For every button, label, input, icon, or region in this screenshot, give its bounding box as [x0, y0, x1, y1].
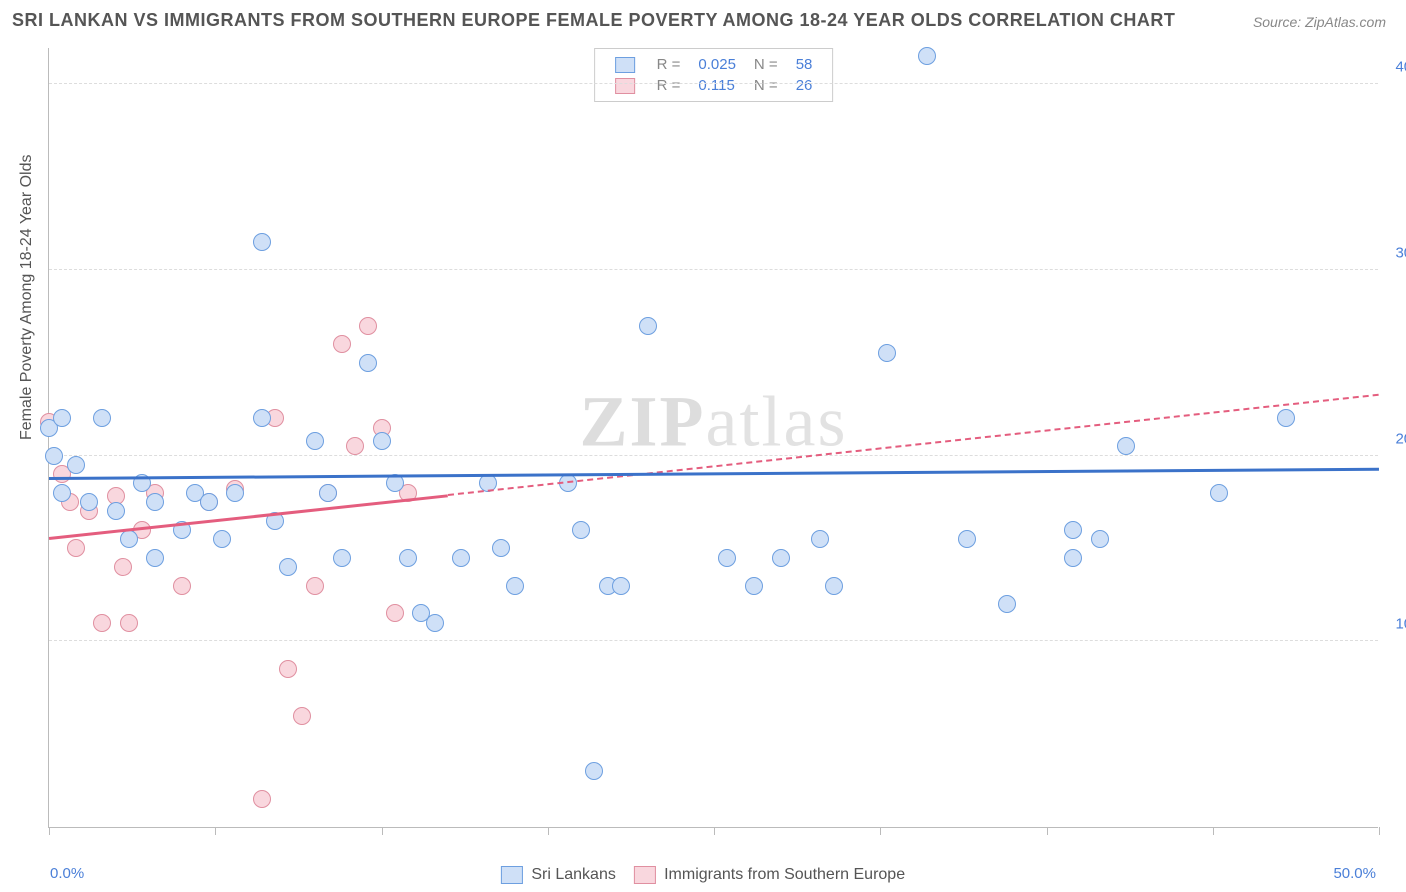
x-tick [215, 827, 216, 835]
data-point [825, 577, 843, 595]
y-tick-label: 40.0% [1395, 59, 1406, 76]
x-tick [714, 827, 715, 835]
data-point [718, 549, 736, 567]
data-point [373, 432, 391, 450]
data-point [426, 614, 444, 632]
data-point [213, 530, 231, 548]
trendline-series-2-dash [448, 394, 1379, 496]
data-point [346, 437, 364, 455]
data-point [226, 484, 244, 502]
data-point [67, 456, 85, 474]
data-point [612, 577, 630, 595]
data-point [114, 558, 132, 576]
trendline-series-1 [49, 468, 1379, 480]
data-point [200, 493, 218, 511]
x-tick [382, 827, 383, 835]
source-attribution: Source: ZipAtlas.com [1253, 14, 1386, 30]
y-tick-label: 10.0% [1395, 616, 1406, 633]
data-point [319, 484, 337, 502]
data-point [279, 660, 297, 678]
data-point [120, 614, 138, 632]
data-point [492, 539, 510, 557]
data-point [359, 317, 377, 335]
x-tick [49, 827, 50, 835]
data-point [506, 577, 524, 595]
legend-swatch-series-1 [615, 57, 635, 73]
data-point [146, 549, 164, 567]
data-point [572, 521, 590, 539]
data-point [253, 233, 271, 251]
data-point [359, 354, 377, 372]
legend-label-b: Immigrants from Southern Europe [664, 866, 905, 883]
data-point [1091, 530, 1109, 548]
data-point [146, 493, 164, 511]
data-point [93, 614, 111, 632]
legend-series: Sri Lankans Immigrants from Southern Eur… [501, 866, 905, 884]
legend-r2: 0.115 [690, 76, 744, 95]
data-point [386, 604, 404, 622]
data-point [1210, 484, 1228, 502]
legend-n1: 58 [788, 55, 821, 74]
data-point [585, 762, 603, 780]
legend-swatch-a [501, 866, 523, 884]
data-point [107, 502, 125, 520]
data-point [306, 432, 324, 450]
data-point [1277, 409, 1295, 427]
data-point [918, 47, 936, 65]
data-point [293, 707, 311, 725]
legend-correlation: R = 0.025 N = 58 R = 0.115 N = 26 [594, 48, 834, 102]
data-point [80, 493, 98, 511]
x-tick [1379, 827, 1380, 835]
data-point [253, 790, 271, 808]
data-point [811, 530, 829, 548]
page-title: SRI LANKAN VS IMMIGRANTS FROM SOUTHERN E… [12, 10, 1175, 31]
x-tick [880, 827, 881, 835]
gridline [49, 83, 1378, 84]
scatter-plot: ZIPatlas R = 0.025 N = 58 R = 0.115 N = … [48, 48, 1378, 828]
legend-r1: 0.025 [690, 55, 744, 74]
legend-swatch-b [634, 866, 656, 884]
data-point [639, 317, 657, 335]
data-point [1064, 521, 1082, 539]
data-point [253, 409, 271, 427]
x-tick [548, 827, 549, 835]
data-point [745, 577, 763, 595]
data-point [878, 344, 896, 362]
x-axis-label-max: 50.0% [1333, 865, 1376, 882]
data-point [67, 539, 85, 557]
data-point [53, 484, 71, 502]
legend-label-a: Sri Lankans [531, 866, 616, 883]
y-tick-label: 30.0% [1395, 244, 1406, 261]
data-point [279, 558, 297, 576]
data-point [306, 577, 324, 595]
data-point [1117, 437, 1135, 455]
data-point [120, 530, 138, 548]
legend-swatch-series-2 [615, 78, 635, 94]
gridline [49, 455, 1378, 456]
x-tick [1047, 827, 1048, 835]
x-axis-label-min: 0.0% [50, 865, 84, 882]
y-axis-title: Female Poverty Among 18-24 Year Olds [18, 155, 36, 441]
data-point [958, 530, 976, 548]
data-point [772, 549, 790, 567]
gridline [49, 640, 1378, 641]
data-point [399, 549, 417, 567]
data-point [998, 595, 1016, 613]
data-point [93, 409, 111, 427]
gridline [49, 269, 1378, 270]
y-tick-label: 20.0% [1395, 430, 1406, 447]
data-point [333, 549, 351, 567]
data-point [1064, 549, 1082, 567]
data-point [53, 409, 71, 427]
x-tick [1213, 827, 1214, 835]
data-point [452, 549, 470, 567]
data-point [45, 447, 63, 465]
data-point [333, 335, 351, 353]
data-point [173, 577, 191, 595]
watermark: ZIPatlas [580, 380, 848, 463]
legend-n2: 26 [788, 76, 821, 95]
